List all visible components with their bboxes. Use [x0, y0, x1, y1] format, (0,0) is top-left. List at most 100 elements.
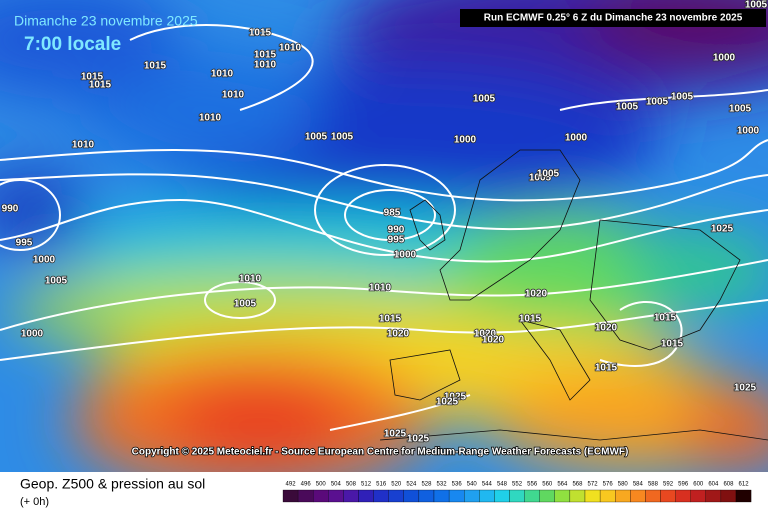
colorbar-label: 540: [467, 482, 478, 488]
copyright: Copyright © 2025 Meteociel.fr - Source E…: [132, 447, 629, 458]
colorbar-label: 512: [361, 482, 372, 488]
colorbar-label: 492: [286, 482, 297, 488]
colorbar-swatch: [373, 489, 389, 503]
colorbar-swatch: [358, 489, 374, 503]
isobar-label: 1010: [211, 69, 234, 80]
colorbar-label: 536: [452, 482, 463, 488]
colorbar-swatch: [539, 489, 555, 503]
isobar-label: 1025: [734, 383, 757, 394]
isobar-label: 990: [388, 225, 405, 236]
colorbar-label: 508: [346, 482, 357, 488]
colorbar-label: 572: [588, 482, 599, 488]
isobar-label: 1005: [537, 169, 560, 180]
footer-title: Geop. Z500 & pression au sol: [20, 476, 205, 492]
colorbar-label: 584: [633, 482, 644, 488]
isobar-label: 1025: [407, 434, 430, 445]
colorbar-swatch: [464, 489, 480, 503]
isobar-label: 1020: [474, 329, 497, 340]
colorbar-label: 528: [421, 482, 432, 488]
isobar-label: 1010: [72, 140, 95, 151]
colorbar-swatch: [599, 489, 616, 503]
field: [0, 0, 768, 472]
isobar-label: 1000: [565, 133, 588, 144]
colorbar-swatch: [705, 489, 722, 503]
isobar-label: 1015: [89, 80, 112, 91]
colorbar-label: 568: [572, 482, 583, 488]
isobar-label: 1025: [384, 429, 407, 440]
colorbar-swatch: [433, 489, 450, 503]
colorbar-swatch: [403, 489, 420, 503]
colorbar-label: 532: [437, 482, 448, 488]
isobar-label: 1005: [646, 97, 669, 108]
colorbar-swatch: [479, 489, 495, 503]
colorbar-swatch: [554, 489, 571, 503]
isobar-label: 1025: [444, 392, 467, 403]
colorbar-swatch: [509, 489, 525, 503]
colorbar-swatch: [388, 489, 404, 503]
isobar-label: 1020: [595, 323, 618, 334]
isobar-label: 1010: [369, 283, 392, 294]
isobar-label: 1000: [737, 126, 760, 137]
colorbar-label: 556: [527, 482, 538, 488]
isobar-label: 1010: [279, 43, 302, 54]
colorbar-swatch: [690, 489, 706, 503]
isobar-label: 1015: [254, 50, 277, 61]
isobar-label: 1015: [595, 363, 618, 374]
colorbar-label: 516: [376, 482, 387, 488]
isobar-label: 1015: [654, 313, 677, 324]
isobar-label: 1020: [525, 289, 548, 300]
run-info: Run ECMWF 0.25° 6 Z du Dimanche 23 novem…: [484, 13, 743, 24]
colorbar-swatch: [645, 489, 661, 503]
isobar-label: 1005: [745, 0, 768, 11]
colorbar-swatch: [569, 489, 586, 503]
colorbar-label: 500: [316, 482, 327, 488]
isobar-label: 995: [388, 235, 405, 246]
colorbar-swatch: [735, 489, 752, 503]
colorbar-label: 504: [331, 482, 342, 488]
footer-lead: (+ 0h): [20, 496, 49, 508]
colorbar-swatch: [343, 489, 359, 503]
isobar-label: 1005: [234, 299, 257, 310]
colorbar-label: 588: [648, 482, 659, 488]
colorbar-swatch: [615, 489, 631, 503]
isobar-label: 1000: [454, 135, 477, 146]
colorbar-label: 548: [497, 482, 508, 488]
isobar-label: 1005: [671, 92, 694, 103]
isobar-label: 1005: [305, 132, 328, 143]
colorbar-swatch: [418, 489, 435, 503]
colorbar-label: 592: [663, 482, 674, 488]
colorbar-swatch: [720, 489, 737, 503]
isobar-label: 1020: [387, 329, 410, 340]
colorbar-label: 564: [557, 482, 568, 488]
isobar-label: 1010: [222, 90, 245, 101]
colorbar-swatch: [660, 489, 676, 503]
isobars: [0, 24, 768, 431]
colorbar-label: 596: [678, 482, 689, 488]
colorbar-label: 496: [301, 482, 312, 488]
isobar-label: 1015: [379, 314, 402, 325]
colorbar-swatch: [675, 489, 691, 503]
run-box: [460, 9, 766, 27]
isobar-label: 990: [2, 204, 19, 215]
colorbar-swatch: [328, 489, 344, 503]
colorbar-swatch: [282, 489, 299, 503]
colorbar-swatch: [630, 489, 646, 503]
isobar-label: 1005: [473, 94, 496, 105]
colorbar-label: 612: [739, 482, 750, 488]
isobar-label: 1010: [254, 60, 277, 71]
isobar-label: 1005: [45, 276, 68, 287]
isobar-label: 1020: [482, 335, 505, 346]
colorbar-label: 608: [723, 482, 734, 488]
colorbar-swatch: [297, 489, 314, 503]
date: Dimanche 23 novembre 2025: [14, 13, 198, 29]
colorbar-label: 544: [482, 482, 493, 488]
colorbar-label: 524: [406, 482, 417, 488]
colorbar-label: 560: [542, 482, 553, 488]
colorbar-label: 604: [708, 482, 719, 488]
isobar-label: 1025: [436, 397, 459, 408]
isobar-label: 1005: [331, 132, 354, 143]
colorbar-label: 552: [512, 482, 523, 488]
isobar-label: 1005: [729, 104, 752, 115]
colorbar-swatch: [494, 489, 510, 503]
